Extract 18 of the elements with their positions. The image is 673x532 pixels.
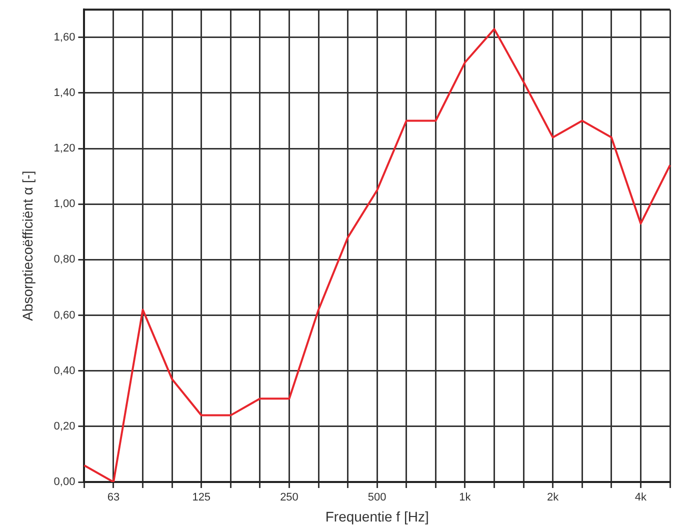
x-tick-label: 250 bbox=[280, 492, 298, 504]
x-tick-label: 4k bbox=[634, 492, 648, 504]
y-tick-label: 0,20 bbox=[54, 420, 76, 432]
y-tick-label: 1,00 bbox=[54, 198, 76, 210]
x-tick-label: 500 bbox=[368, 492, 386, 504]
x-tick-label: 125 bbox=[192, 492, 211, 504]
y-tick-label: 1,20 bbox=[54, 142, 76, 155]
y-tick-label: 1,60 bbox=[54, 31, 76, 44]
y-tick-label: 0,40 bbox=[54, 364, 76, 377]
y-axis-title: Absorptiecoëfficiënt α [-] bbox=[19, 170, 36, 321]
y-tick-label: 0,60 bbox=[54, 309, 76, 322]
x-tick-label: 63 bbox=[107, 492, 120, 504]
y-tick-label: 0,00 bbox=[54, 476, 76, 488]
y-tick-label: 1,40 bbox=[54, 86, 76, 99]
x-tick-label: 1k bbox=[459, 492, 472, 504]
y-tick-label: 0,80 bbox=[54, 254, 76, 266]
x-axis-title: Frequentie f [Hz] bbox=[325, 508, 429, 524]
x-tick-label: 2k bbox=[547, 492, 560, 504]
